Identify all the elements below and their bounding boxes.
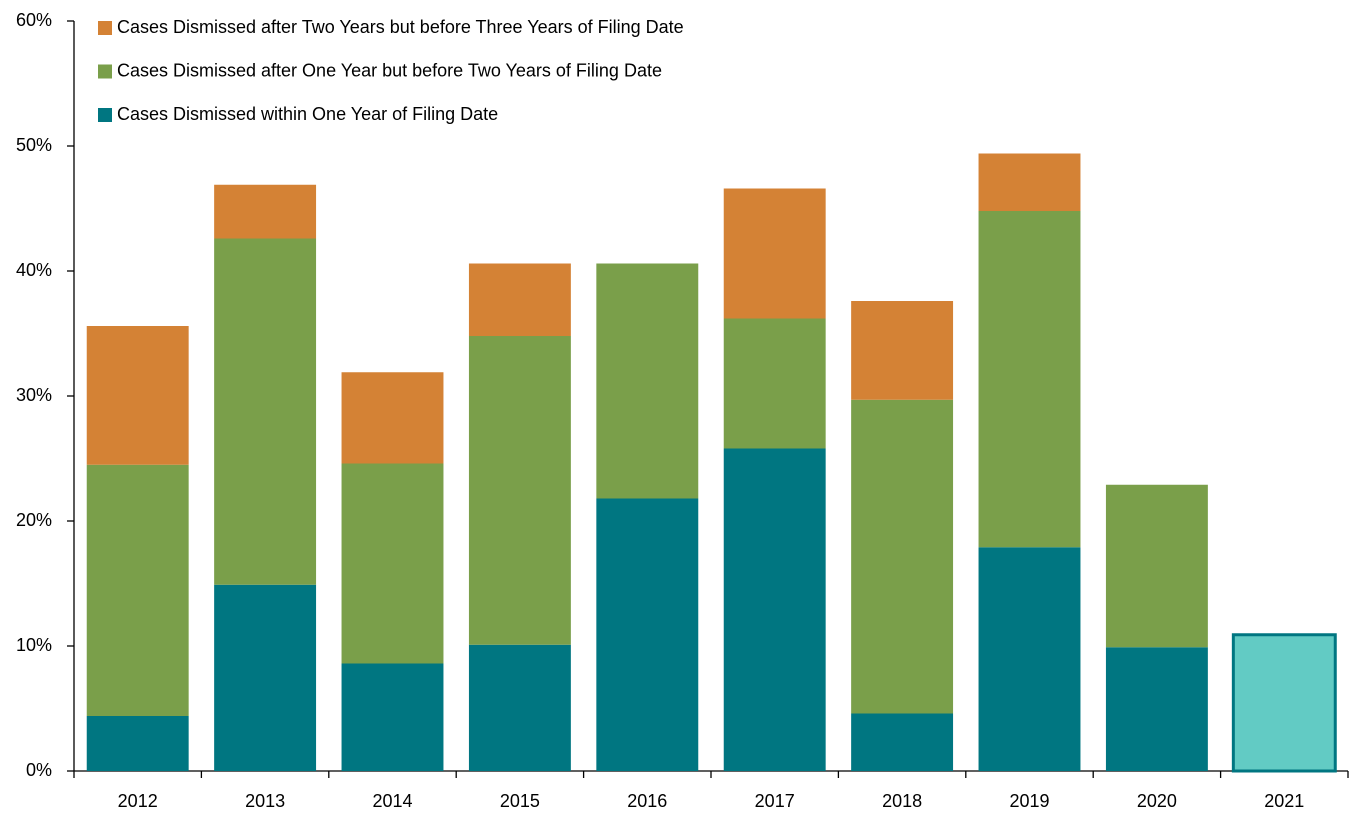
bar-segment <box>723 188 826 319</box>
legend-swatch <box>98 21 112 35</box>
legend-swatch <box>98 108 112 122</box>
x-tick-label: 2018 <box>882 791 922 811</box>
bar-segment <box>341 663 444 771</box>
y-tick-label: 20% <box>16 510 52 530</box>
legend-swatch <box>98 64 112 79</box>
y-tick-label: 0% <box>26 760 52 780</box>
x-tick-label: 2013 <box>245 791 285 811</box>
bar-segment <box>723 448 826 771</box>
bar-segment <box>214 238 317 585</box>
x-tick-label: 2015 <box>500 791 540 811</box>
x-tick-label: 2021 <box>1264 791 1304 811</box>
bar-segment <box>214 184 317 239</box>
legend-label: Cases Dismissed after One Year but befor… <box>117 60 662 80</box>
bar-segment <box>86 326 189 465</box>
x-tick-label: 2014 <box>372 791 412 811</box>
bar-segment <box>341 463 444 664</box>
bar-segment <box>723 318 826 449</box>
bar-segment <box>468 263 571 336</box>
y-tick-label: 50% <box>16 135 52 155</box>
y-tick-label: 40% <box>16 260 52 280</box>
y-tick-label: 10% <box>16 635 52 655</box>
bar-segment <box>86 464 189 716</box>
bar-segment <box>468 644 571 771</box>
x-tick-label: 2016 <box>627 791 667 811</box>
bar-segment <box>978 547 1081 771</box>
bar-segment <box>1105 484 1208 648</box>
y-tick-label: 60% <box>16 10 52 30</box>
bar-segment <box>214 584 317 771</box>
bar-segment <box>851 713 954 771</box>
bar-segment <box>596 263 699 499</box>
bar-segment <box>851 399 954 714</box>
bar-segment <box>978 153 1081 211</box>
x-tick-label: 2020 <box>1137 791 1177 811</box>
y-tick-label: 30% <box>16 385 52 405</box>
bar-segment <box>596 498 699 771</box>
x-tick-label: 2012 <box>118 791 158 811</box>
bar-segment <box>851 301 954 400</box>
legend-label: Cases Dismissed after Two Years but befo… <box>117 17 684 37</box>
bar-segment <box>978 211 1081 548</box>
bar-segment <box>1105 647 1208 771</box>
x-tick-label: 2017 <box>755 791 795 811</box>
legend-label: Cases Dismissed within One Year of Filin… <box>117 104 498 124</box>
bar-segment <box>1231 633 1337 773</box>
bar-segment <box>341 372 444 464</box>
bar-segment <box>86 716 189 771</box>
bar-segment <box>468 336 571 645</box>
x-tick-label: 2019 <box>1009 791 1049 811</box>
